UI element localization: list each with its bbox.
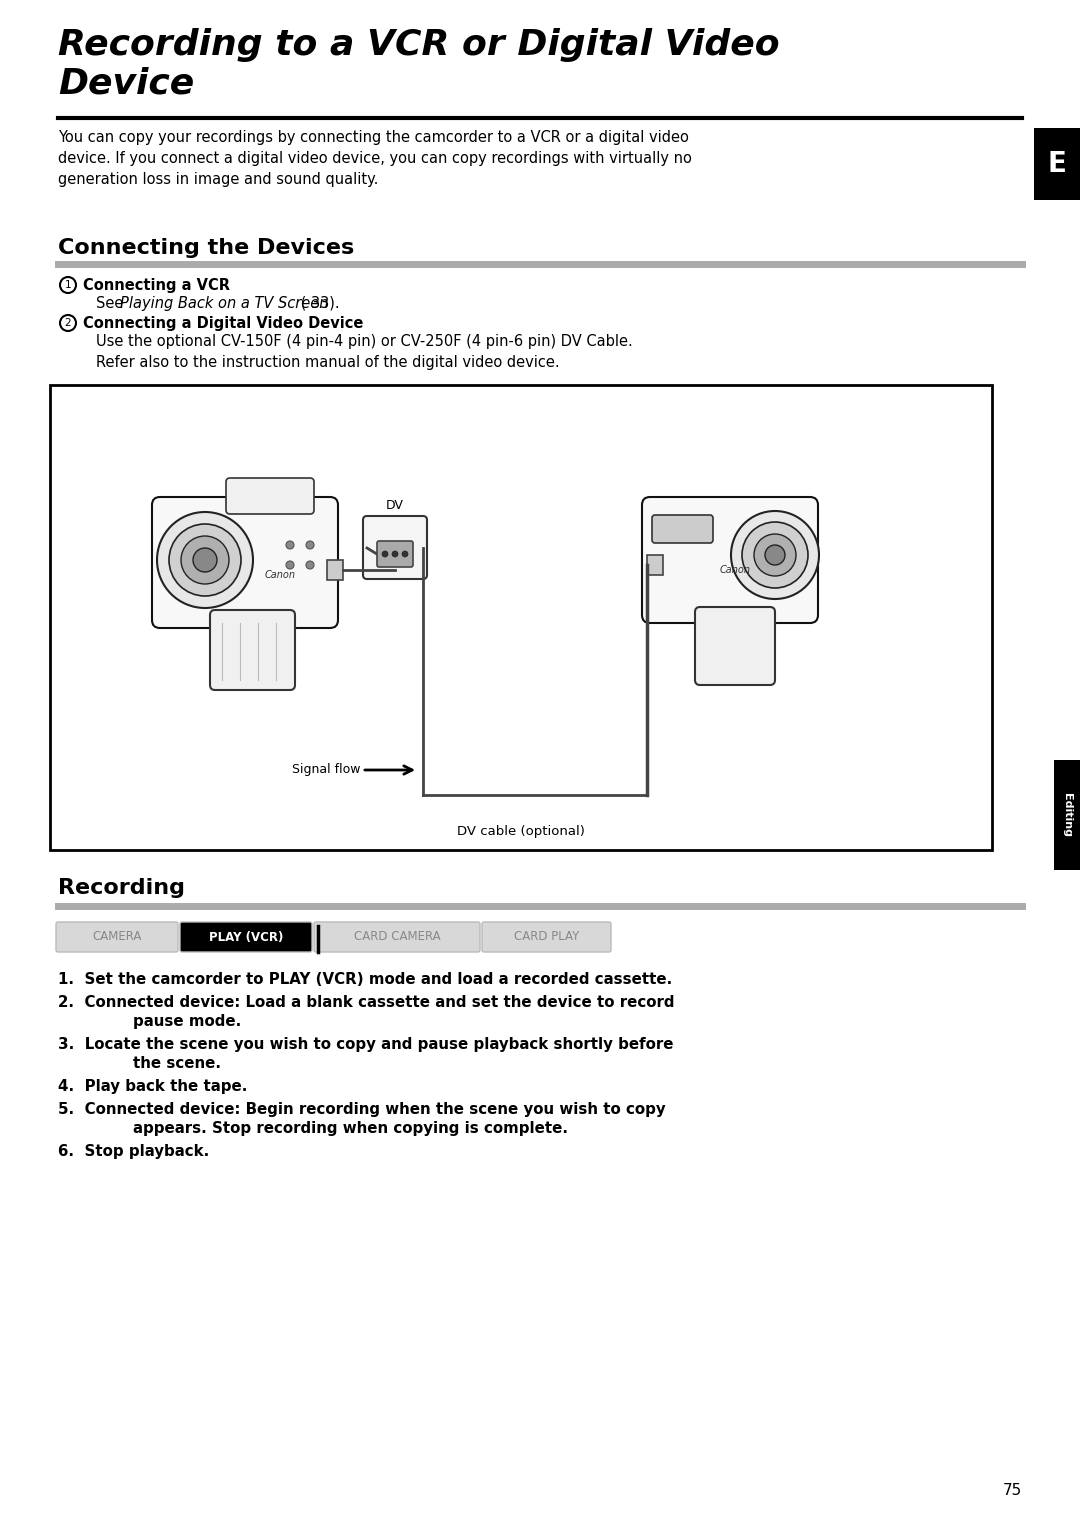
Circle shape — [765, 545, 785, 565]
Circle shape — [286, 562, 294, 569]
Text: CAMERA: CAMERA — [92, 931, 141, 943]
Text: 3.  Locate the scene you wish to copy and pause playback shortly before: 3. Locate the scene you wish to copy and… — [58, 1038, 674, 1051]
Text: Canon: Canon — [719, 565, 751, 575]
Bar — [1054, 760, 1080, 870]
Text: appears. Stop recording when copying is complete.: appears. Stop recording when copying is … — [133, 1122, 568, 1135]
Circle shape — [193, 548, 217, 572]
Bar — [327, 560, 343, 580]
Circle shape — [742, 522, 808, 588]
Circle shape — [306, 542, 314, 549]
FancyBboxPatch shape — [377, 542, 413, 568]
Text: pause mode.: pause mode. — [133, 1013, 241, 1029]
Circle shape — [754, 534, 796, 575]
Text: Playing Back on a TV Screen: Playing Back on a TV Screen — [120, 296, 328, 311]
Text: ( 33).: ( 33). — [296, 296, 339, 311]
Text: 75: 75 — [1002, 1483, 1022, 1499]
Text: 1.  Set the camcorder to PLAY (VCR) mode and load a recorded cassette.: 1. Set the camcorder to PLAY (VCR) mode … — [58, 972, 672, 987]
Text: 2: 2 — [65, 317, 71, 328]
Text: Recording: Recording — [58, 877, 185, 897]
Circle shape — [181, 536, 229, 584]
Text: Editing: Editing — [1062, 794, 1072, 836]
Circle shape — [382, 551, 388, 557]
Circle shape — [731, 511, 819, 600]
Circle shape — [392, 551, 399, 557]
Text: See: See — [96, 296, 129, 311]
Text: Connecting a VCR: Connecting a VCR — [83, 278, 230, 293]
Text: 5.  Connected device: Begin recording when the scene you wish to copy: 5. Connected device: Begin recording whe… — [58, 1102, 665, 1117]
Circle shape — [306, 562, 314, 569]
Text: CARD CAMERA: CARD CAMERA — [353, 931, 441, 943]
Text: Device: Device — [58, 66, 194, 101]
FancyBboxPatch shape — [152, 497, 338, 629]
FancyBboxPatch shape — [482, 922, 611, 952]
FancyBboxPatch shape — [642, 497, 818, 623]
Text: Signal flow: Signal flow — [292, 763, 360, 777]
Circle shape — [157, 513, 253, 607]
Text: 1: 1 — [65, 279, 71, 290]
FancyBboxPatch shape — [210, 610, 295, 690]
Text: Connecting the Devices: Connecting the Devices — [58, 238, 354, 258]
Circle shape — [286, 542, 294, 549]
Bar — [50, 385, 993, 850]
Bar — [647, 555, 663, 575]
Text: 2.  Connected device: Load a blank cassette and set the device to record: 2. Connected device: Load a blank casset… — [58, 995, 675, 1010]
FancyBboxPatch shape — [56, 922, 178, 952]
Text: 4.  Play back the tape.: 4. Play back the tape. — [58, 1079, 247, 1094]
Text: 6.  Stop playback.: 6. Stop playback. — [58, 1144, 210, 1160]
Text: PLAY (VCR): PLAY (VCR) — [208, 931, 283, 943]
Text: the scene.: the scene. — [133, 1056, 221, 1071]
Text: You can copy your recordings by connecting the camcorder to a VCR or a digital v: You can copy your recordings by connecti… — [58, 130, 692, 188]
FancyBboxPatch shape — [314, 922, 480, 952]
FancyBboxPatch shape — [696, 607, 775, 685]
Text: Connecting a Digital Video Device: Connecting a Digital Video Device — [83, 316, 363, 331]
Text: Canon: Canon — [265, 571, 296, 580]
Text: Use the optional CV-150F (4 pin-4 pin) or CV-250F (4 pin-6 pin) DV Cable.
Refer : Use the optional CV-150F (4 pin-4 pin) o… — [96, 334, 633, 369]
Text: DV cable (optional): DV cable (optional) — [457, 826, 585, 838]
Text: CARD PLAY: CARD PLAY — [514, 931, 579, 943]
Bar — [1034, 128, 1080, 200]
Text: DV: DV — [386, 499, 404, 513]
Circle shape — [402, 551, 408, 557]
Text: E: E — [1048, 150, 1066, 179]
FancyBboxPatch shape — [180, 922, 312, 952]
Circle shape — [168, 523, 241, 597]
FancyBboxPatch shape — [363, 516, 427, 578]
FancyBboxPatch shape — [226, 478, 314, 514]
FancyBboxPatch shape — [652, 514, 713, 543]
Text: Recording to a VCR or Digital Video: Recording to a VCR or Digital Video — [58, 27, 780, 63]
